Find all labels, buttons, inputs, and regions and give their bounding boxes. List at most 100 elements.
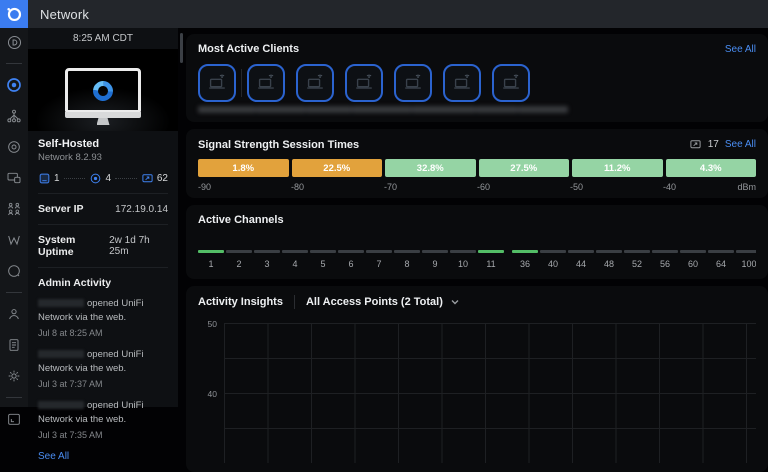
channel-number: 52	[624, 259, 650, 269]
client-tile[interactable]	[247, 64, 285, 102]
admin-activity-entry: opened UniFi Network via the web.Jul 8 a…	[38, 297, 168, 340]
signal-segment: 4.3%	[666, 159, 757, 177]
toolbox-icon[interactable]	[3, 408, 25, 430]
channel-bar	[422, 250, 448, 253]
count-connector	[115, 178, 137, 179]
client-label-redacted	[256, 106, 306, 113]
insights-card-title: Activity Insights	[198, 296, 283, 308]
channels-card-title: Active Channels	[198, 214, 284, 226]
most-active-clients-card: Most Active Clients See All	[186, 34, 768, 122]
client-tile[interactable]	[296, 64, 334, 102]
unifi-logo[interactable]	[0, 0, 28, 28]
channel-bar	[568, 250, 594, 253]
channel-number: 2	[226, 259, 252, 269]
channel-number: 64	[708, 259, 734, 269]
channel-3: 3	[254, 250, 280, 269]
system-log-icon[interactable]	[3, 334, 25, 356]
rail-divider	[6, 292, 22, 293]
y-tick: 50	[208, 319, 217, 329]
chart-y-axis: 50 40	[198, 323, 224, 463]
uptime-row: System Uptime 2w 1d 7h 25m	[38, 224, 168, 267]
client-device-icon	[689, 138, 702, 151]
channel-number: 48	[596, 259, 622, 269]
channel-36: 365 GHz	[512, 250, 538, 269]
clients-icon[interactable]	[3, 198, 25, 220]
client-labels-redacted	[198, 106, 756, 113]
channel-bar	[540, 250, 566, 253]
channel-number: 1	[198, 259, 224, 269]
admin-see-all-link[interactable]: See All	[38, 451, 168, 462]
channel-10: 10	[450, 250, 476, 269]
insights-chart: 50 40	[198, 323, 756, 463]
uptime-label: System Uptime	[38, 234, 109, 258]
channel-bar	[394, 250, 420, 253]
channel-bar	[450, 250, 476, 253]
rail-divider	[6, 63, 22, 64]
admin-activity-list: opened UniFi Network via the web.Jul 8 a…	[38, 297, 168, 442]
channel-number: 5	[310, 259, 336, 269]
admin-activity-entry: opened UniFi Network via the web.Jul 3 a…	[38, 348, 168, 391]
channel-4: 4	[282, 250, 308, 269]
topology-icon[interactable]	[3, 105, 25, 127]
client-tile[interactable]	[345, 64, 383, 102]
signal-segment: 22.5%	[292, 159, 383, 177]
current-time: 8:25 AM CDT	[28, 28, 178, 49]
channel-bar	[338, 250, 364, 253]
channel-bar	[198, 250, 224, 253]
console-count: 1	[38, 172, 60, 185]
channel-number: 3	[254, 259, 280, 269]
signal-see-all-link[interactable]: See All	[725, 139, 756, 150]
channel-bar	[512, 250, 538, 253]
axis-tick-label: -50	[570, 182, 663, 192]
channel-number: 60	[680, 259, 706, 269]
channel-number: 7	[366, 259, 392, 269]
channel-100: 100	[736, 250, 756, 269]
channel-number: 6	[338, 259, 364, 269]
active-channels-card: Active Channels 12.4 GHz234567891011365 …	[186, 205, 768, 279]
channel-number: 11	[478, 259, 504, 269]
client-tile[interactable]	[198, 64, 236, 102]
client-tile[interactable]	[394, 64, 432, 102]
channel-7: 7	[366, 250, 392, 269]
ap-filter-dropdown[interactable]: All Access Points (2 Total)	[306, 296, 460, 308]
laptop-icon	[451, 72, 473, 94]
channel-40: 40	[540, 250, 566, 269]
client-label-redacted	[518, 106, 568, 113]
page-title: Network	[40, 7, 89, 22]
channel-bar	[254, 250, 280, 253]
signal-strength-card: Signal Strength Session Times 17 See All…	[186, 129, 768, 198]
security-icon[interactable]	[3, 260, 25, 282]
client-label-redacted	[476, 106, 518, 113]
devices-icon[interactable]	[3, 167, 25, 189]
client-label-redacted	[306, 106, 352, 113]
panel-scrollbar[interactable]	[180, 33, 183, 63]
client-tile[interactable]	[443, 64, 481, 102]
clients-see-all-link[interactable]: See All	[725, 44, 756, 55]
activity-insights-card: Activity Insights All Access Points (2 T…	[186, 286, 768, 472]
radios-icon[interactable]	[3, 136, 25, 158]
activity-date: Jul 3 at 7:35 AM	[38, 429, 168, 443]
channel-bar	[596, 250, 622, 253]
admins-icon[interactable]	[3, 303, 25, 325]
dashboard-icon[interactable]	[3, 31, 25, 53]
client-tile[interactable]	[492, 64, 530, 102]
channel-48: 48	[596, 250, 622, 269]
channel-bar	[736, 250, 756, 253]
main-content: Most Active Clients See All Signal Stren…	[186, 28, 768, 407]
signal-segment: 11.2%	[572, 159, 663, 177]
server-ip-row: Server IP 172.19.0.14	[38, 193, 168, 224]
redacted-admin-name	[38, 350, 84, 358]
channel-bar	[310, 250, 336, 253]
network-app-icon[interactable]	[3, 74, 25, 96]
signal-segment: 27.5%	[479, 159, 570, 177]
wifi-insights-icon[interactable]	[3, 229, 25, 251]
settings-icon[interactable]	[3, 365, 25, 387]
y-tick: 40	[208, 389, 217, 399]
channel-bar	[708, 250, 734, 253]
activity-date: Jul 3 at 7:37 AM	[38, 378, 168, 392]
signal-segment: 1.8%	[198, 159, 289, 177]
imac-illustration	[65, 68, 141, 125]
channel-number: 8	[394, 259, 420, 269]
client-tiles	[198, 64, 756, 102]
